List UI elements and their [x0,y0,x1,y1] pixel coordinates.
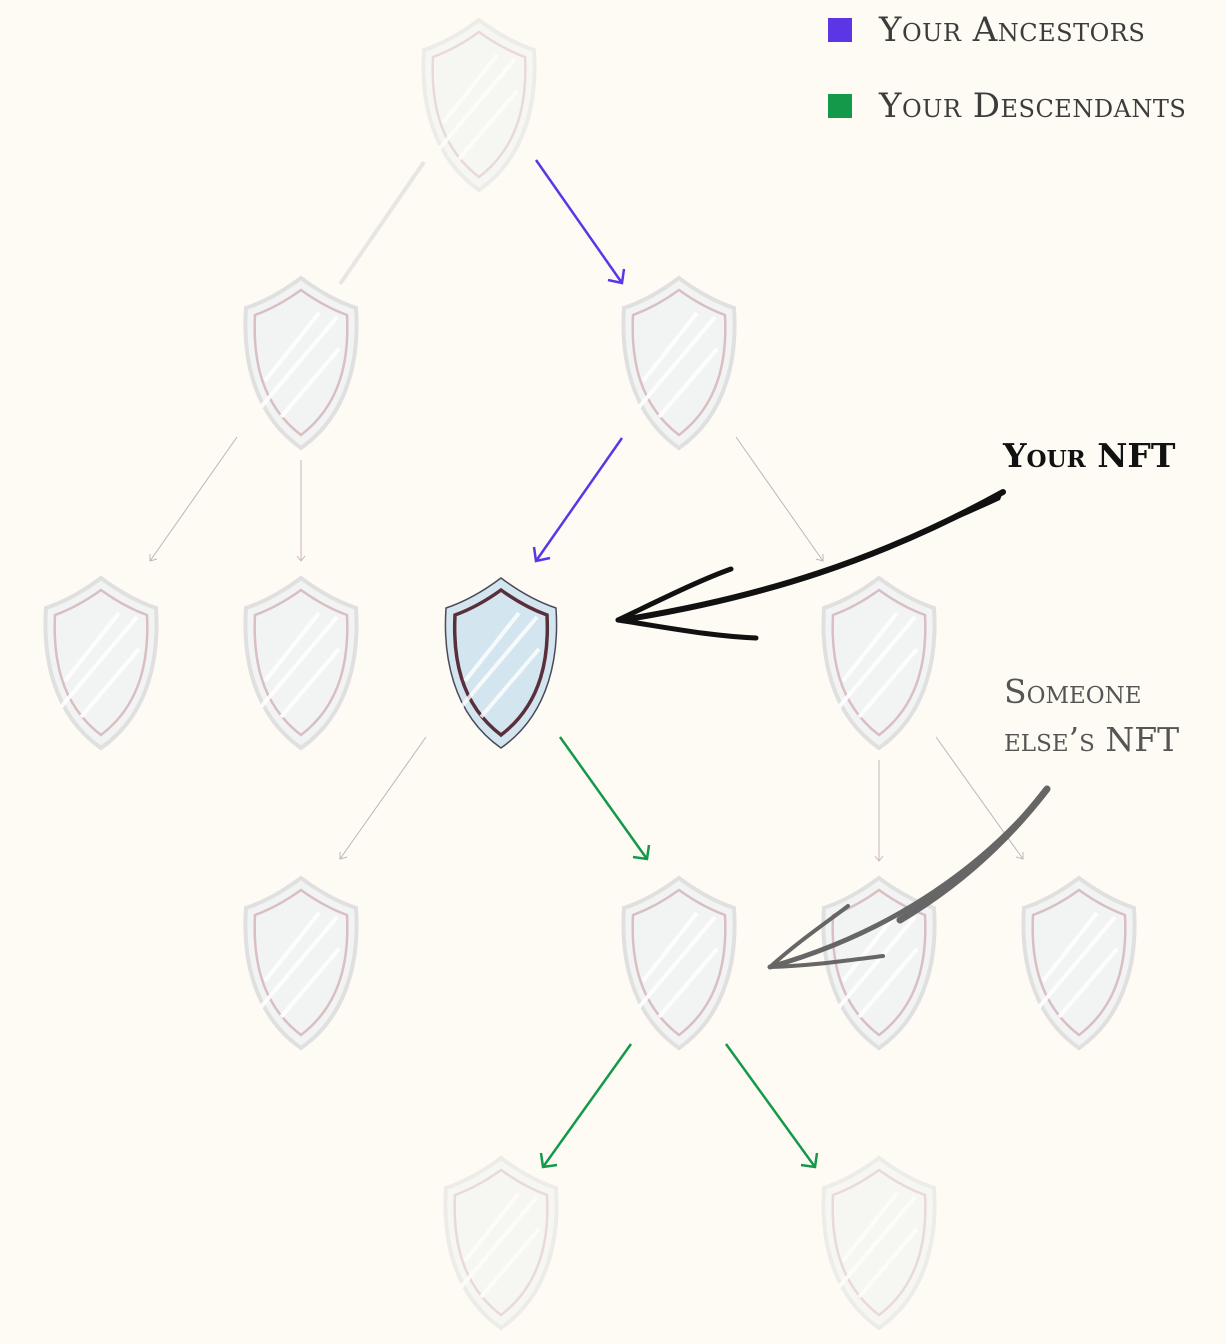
shield-icon [821,1156,937,1330]
someone-else-label-line1: Someone [1004,672,1142,711]
descendant-edge-l3b-l4a [539,1043,633,1169]
shield-icon [621,876,737,1050]
shield-icon [243,276,359,450]
edge-l1right-l2d [735,436,824,562]
shield-icon [421,18,537,192]
your-nft-pointer-arrow [615,489,1006,641]
ancestor-edge-root-right [534,159,626,285]
shield-icon [1021,876,1137,1050]
legend-label-ancestors: Your Ancestors [879,10,1146,50]
legend-swatch-ancestors [828,18,852,42]
descendant-edge-l3b-l4b [724,1043,819,1169]
someone-else-label: Someone else’s NFT [1004,668,1179,764]
shield-icon [443,576,559,750]
edge-l2c-l3a [339,736,427,860]
your-nft-label: Your NFT [1003,436,1176,475]
shield-icon [443,1156,559,1330]
legend-item-ancestors: Your Ancestors [828,10,1186,50]
edge-l2d-l3c [874,760,884,862]
shield-icon [243,576,359,750]
legend: Your Ancestors Your Descendants [828,10,1186,162]
legend-label-descendants: Your Descendants [879,86,1187,126]
edge-l1left-l2a [149,436,238,562]
descendant-edge-you-l3b [558,736,651,861]
shield-icon [821,576,937,750]
someone-else-label-line2: else’s NFT [1004,720,1180,759]
shield-icon [43,576,159,750]
legend-item-descendants: Your Descendants [828,86,1186,126]
ancestor-edge-right-you [532,437,624,563]
shield-icon [621,276,737,450]
edge-root-left [338,160,426,286]
someone-else-pointer-arrow [767,785,1051,970]
edge-l1left-l2b [296,460,306,562]
shield-icon [243,876,359,1050]
legend-swatch-descendants [828,94,852,118]
